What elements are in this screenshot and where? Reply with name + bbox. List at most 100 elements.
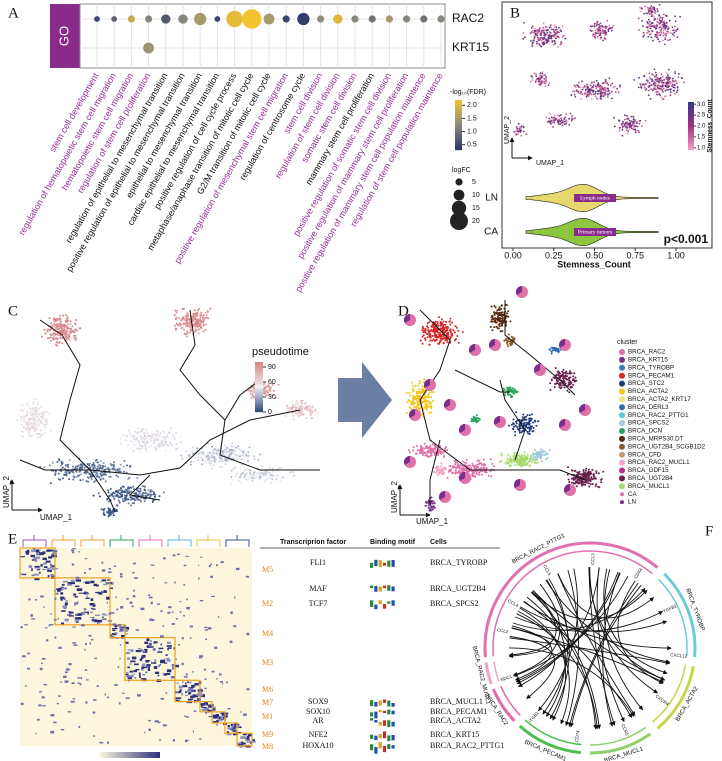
colorbar-step [255, 372, 263, 375]
cluster-point [507, 345, 510, 348]
trajectory-point [95, 475, 98, 478]
legend-swatch [619, 420, 625, 427]
cluster-point [536, 454, 538, 457]
trajectory-point [136, 448, 139, 451]
trajectory-point [153, 495, 156, 498]
cluster-point [426, 336, 429, 339]
cluster-point [508, 465, 511, 468]
umap-point [590, 88, 592, 91]
trajectory-point [58, 314, 61, 317]
trajectory-point [161, 444, 164, 447]
umap-point [643, 12, 646, 15]
trajectory-point [265, 475, 267, 478]
cluster-point [548, 448, 551, 451]
cluster-point [539, 452, 542, 455]
umap-point [655, 78, 658, 80]
trajectory-point [36, 403, 39, 406]
umap-point [596, 23, 599, 26]
umap-point [649, 9, 652, 12]
trajectory-point [32, 422, 35, 425]
trajectory-point [124, 491, 127, 493]
umap-point [669, 94, 672, 97]
trajectory-point [196, 309, 199, 312]
trajectory-point [197, 459, 200, 461]
trajectory-point [139, 494, 142, 497]
colorbar-step [688, 134, 694, 137]
trajectory-point [261, 465, 263, 468]
trajectory-point [245, 472, 248, 475]
cluster-point [439, 333, 442, 336]
size-legend-title: logFC [452, 167, 471, 174]
cluster-point [444, 326, 447, 329]
trajectory-point [233, 455, 235, 458]
cluster-point [475, 419, 478, 422]
umap-point [604, 79, 607, 81]
trajectory-point [26, 427, 29, 430]
trajectory-point [46, 328, 49, 331]
cluster-point [423, 337, 426, 340]
trajectory-point [108, 494, 111, 497]
umap-point [544, 29, 547, 32]
cluster-point [429, 445, 432, 448]
trajectory-point [81, 467, 83, 470]
cluster-point [472, 416, 475, 419]
trajectory-point [150, 445, 153, 448]
umap-point [665, 34, 667, 37]
trajectory-point [58, 458, 60, 461]
umap-point [596, 92, 599, 95]
trajectory-point [137, 427, 140, 430]
trajectory-point [124, 499, 126, 502]
trajectory-point [187, 322, 190, 325]
trajectory-point [169, 441, 172, 444]
colorbar-step [255, 374, 263, 377]
trajectory-point [230, 476, 233, 478]
trajectory-point [68, 338, 71, 341]
cluster-point [456, 463, 459, 466]
colorbar-step [455, 114, 462, 117]
umap-point [556, 35, 559, 38]
cluster-point [412, 449, 415, 452]
cluster-point [422, 454, 424, 456]
umap-point [539, 75, 541, 77]
cluster-point [530, 425, 533, 428]
trajectory-point [250, 477, 253, 479]
umap-point [537, 80, 540, 83]
colorbar-tick-label: 2.0 [697, 124, 706, 130]
trajectory-point [42, 411, 45, 414]
cluster-point [423, 442, 426, 445]
umap-point [540, 82, 543, 85]
umap-point [646, 26, 649, 29]
cluster-point [600, 478, 603, 480]
umap-point [656, 93, 658, 96]
trajectory-point [266, 385, 269, 387]
cluster-point [500, 452, 503, 455]
cluster-point [570, 372, 573, 375]
cluster-point [507, 453, 510, 456]
trajectory-point [38, 424, 41, 427]
trajectory-point [231, 478, 234, 481]
cluster-point [462, 466, 465, 469]
cluster-point [518, 454, 521, 457]
trajectory-point [127, 429, 130, 432]
cluster-point [564, 377, 567, 380]
colorbar-step [688, 110, 694, 113]
trajectory-point [118, 467, 121, 470]
umap-point [674, 20, 677, 23]
trajectory-point [173, 438, 176, 441]
umap-point [601, 87, 604, 90]
trajectory-point [42, 423, 45, 426]
umap-point [564, 37, 567, 40]
trajectory-point [252, 396, 255, 399]
umap-point [655, 75, 657, 78]
trajectory-point [140, 433, 142, 436]
trajectory-point [275, 475, 278, 478]
cluster-point [457, 341, 460, 344]
cluster-point [528, 465, 531, 468]
cluster-point [493, 311, 495, 314]
trajectory-point [26, 411, 29, 414]
umap-point [557, 123, 560, 125]
umap-point [631, 123, 634, 126]
umap-point [658, 32, 661, 34]
colorbar-step [455, 140, 462, 143]
trajectory-point [38, 418, 41, 421]
